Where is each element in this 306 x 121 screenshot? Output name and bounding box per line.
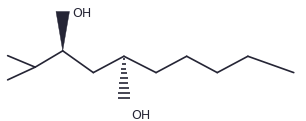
- Text: OH: OH: [132, 109, 151, 121]
- Text: OH: OH: [72, 7, 91, 20]
- Polygon shape: [56, 11, 69, 51]
